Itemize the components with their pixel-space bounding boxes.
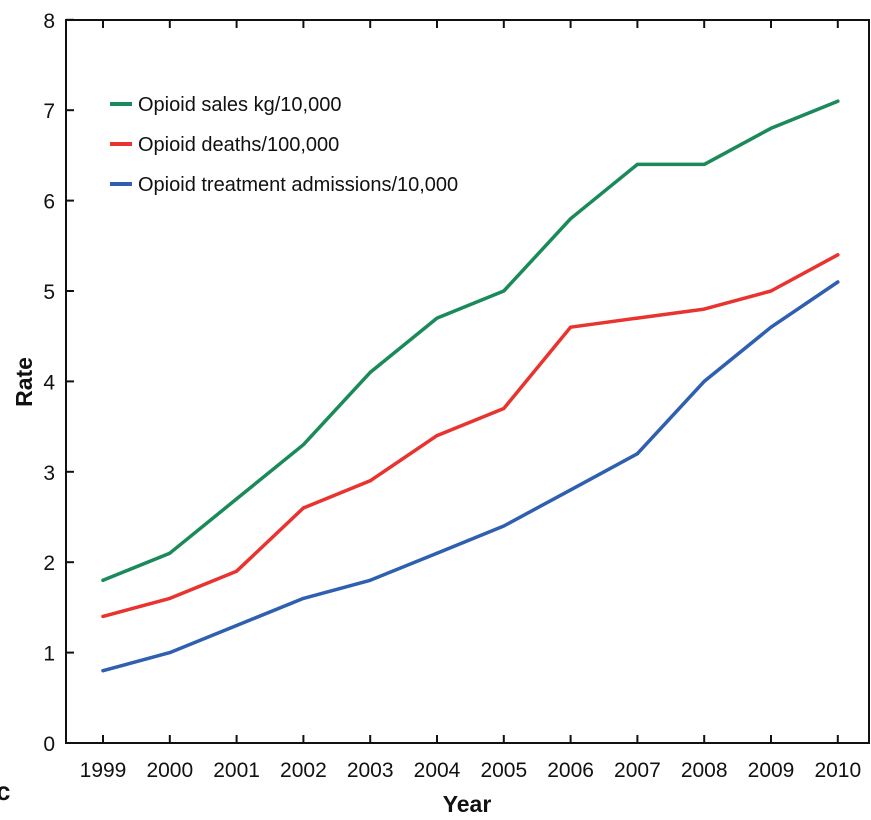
data-point [569,325,573,329]
data-point [769,289,773,293]
y-tick-label: 7 [43,100,55,123]
data-point [502,406,506,411]
legend-label: Opioid treatment admissions/10,000 [138,174,458,196]
series-line-2 [101,253,840,619]
y-axis: 0 1 2 3 4 5 6 7 8 [43,10,74,756]
y-tick-label: 5 [43,281,55,304]
legend-label: Opioid deaths/100,000 [138,134,339,156]
data-point [235,497,239,501]
data-point [368,370,372,374]
data-point [502,524,506,528]
data-point [168,651,172,655]
y-tick-label: 0 [43,733,55,756]
data-point [101,614,105,619]
plot-frame [65,19,870,744]
x-tick-label: 2000 [146,759,193,782]
data-point [635,316,640,320]
x-tick-label: 2004 [414,759,461,782]
data-point [101,578,105,582]
data-point [168,551,172,555]
y-tick-label: 8 [43,10,55,33]
x-tick-label: 2005 [480,759,527,782]
x-tick-label: 2008 [681,759,728,782]
x-tick-label: 2009 [748,759,795,782]
y-axis-title: Rate [11,357,37,407]
data-point [301,506,305,510]
data-point [435,434,439,438]
x-tick-label: 2006 [547,759,594,782]
x-tick-label: 1999 [80,759,127,782]
data-point [368,479,372,483]
data-point [168,596,172,600]
data-point [635,452,640,456]
data-point [235,569,239,573]
x-axis: 1999 2000 2001 2002 2003 2004 2005 2006 2007 2008… [80,20,861,782]
x-axis-title: Year [443,791,492,817]
data-point [769,126,773,130]
legend: Opioid sales kg/10,000 Opioid deaths/100,… [110,94,458,196]
data-point [301,443,305,447]
data-point [836,253,840,257]
y-tick-label: 4 [43,371,55,394]
series-line-3 [101,280,840,673]
data-point [435,316,439,320]
data-point [101,669,105,673]
data-point [435,551,439,555]
data-point [702,379,706,383]
y-tick-label: 1 [43,643,55,666]
data-point [569,488,573,492]
series-line-1 [101,99,840,583]
data-point [635,162,640,167]
data-point [502,289,506,293]
x-tick-label: 2003 [347,759,394,782]
x-tick-label: 2001 [213,759,260,782]
y-tick-label: 2 [43,552,55,575]
data-point [836,280,840,284]
legend-label: Opioid sales kg/10,000 [138,94,341,116]
y-tick-label: 6 [43,191,55,214]
data-point [702,307,706,311]
x-tick-label: 2002 [280,759,327,782]
x-tick-label: 2007 [614,759,661,782]
data-point [235,623,239,628]
data-point [836,99,840,103]
data-point [368,578,372,582]
data-point [769,325,773,329]
y-tick-label: 3 [43,462,55,485]
data-point [569,217,573,221]
data-point [702,162,706,167]
series-layer [101,99,840,673]
data-point [301,596,305,600]
x-tick-label: 2010 [814,759,861,782]
corner-fragment: c [0,776,10,806]
